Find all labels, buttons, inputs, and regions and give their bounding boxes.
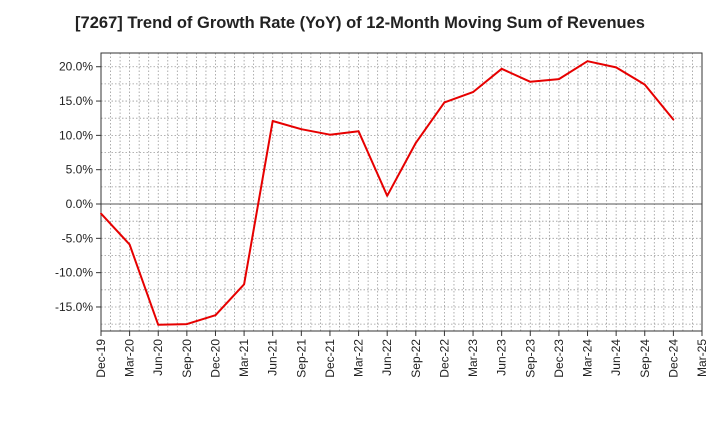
x-tick-label: Mar-21 [237,339,251,377]
x-tick-label: Dec-23 [552,339,566,378]
chart-title: [7267] Trend of Growth Rate (YoY) of 12-… [75,14,645,32]
data-point [472,91,474,94]
data-point [271,120,274,122]
x-tick-label: Sep-21 [294,339,308,378]
y-tick-label: 0.0% [66,197,94,211]
x-tick-label: Jun-21 [266,339,280,376]
data-point [386,194,389,197]
x-tick-label: Jun-23 [495,339,509,376]
plot-frame [100,52,703,332]
x-tick-label: Jun-22 [380,339,394,376]
data-point [643,83,646,86]
data-point [558,78,560,80]
data-point [529,80,532,83]
x-tick-label: Mar-25 [695,339,709,377]
y-tick-label: 20.0% [59,60,93,74]
x-tick-label: Dec-24 [666,339,680,378]
y-tick-label: -15.0% [55,300,93,314]
data-point [100,212,102,215]
x-tick-label: Mar-24 [581,339,595,377]
y-tick-label: -10.0% [55,266,93,280]
data-point [672,118,675,121]
data-point [500,67,503,70]
y-tick-label: -5.0% [62,231,94,245]
data-point [243,283,245,286]
data-point [443,101,446,104]
x-tick-label: Dec-21 [323,339,337,378]
plot-background [101,53,702,331]
x-tick-label: Sep-22 [409,339,423,378]
x-tick-label: Mar-22 [352,339,366,377]
data-point [300,128,303,131]
data-point [214,314,217,317]
x-tick-label: Jun-20 [151,339,165,376]
y-tick-label: 5.0% [66,163,94,177]
y-tick-label: 10.0% [59,128,93,142]
data-point [586,60,589,63]
data-point [414,142,417,144]
x-tick-label: Mar-20 [123,339,137,377]
x-tick-label: Sep-23 [523,339,537,378]
x-tick-label: Sep-24 [638,339,652,378]
y-tick-label: 15.0% [59,94,93,108]
data-point [185,323,188,326]
data-point [329,133,331,136]
x-tick-label: Dec-19 [94,339,108,378]
data-point [128,243,131,246]
data-point [157,323,160,326]
x-tick-label: Mar-23 [466,339,480,377]
x-tick-label: Dec-22 [437,339,451,378]
data-point [357,130,360,133]
x-tick-label: Jun-24 [609,339,623,376]
x-tick-label: Dec-20 [208,339,222,378]
data-point [615,66,618,69]
x-tick-label: Sep-20 [180,339,194,378]
